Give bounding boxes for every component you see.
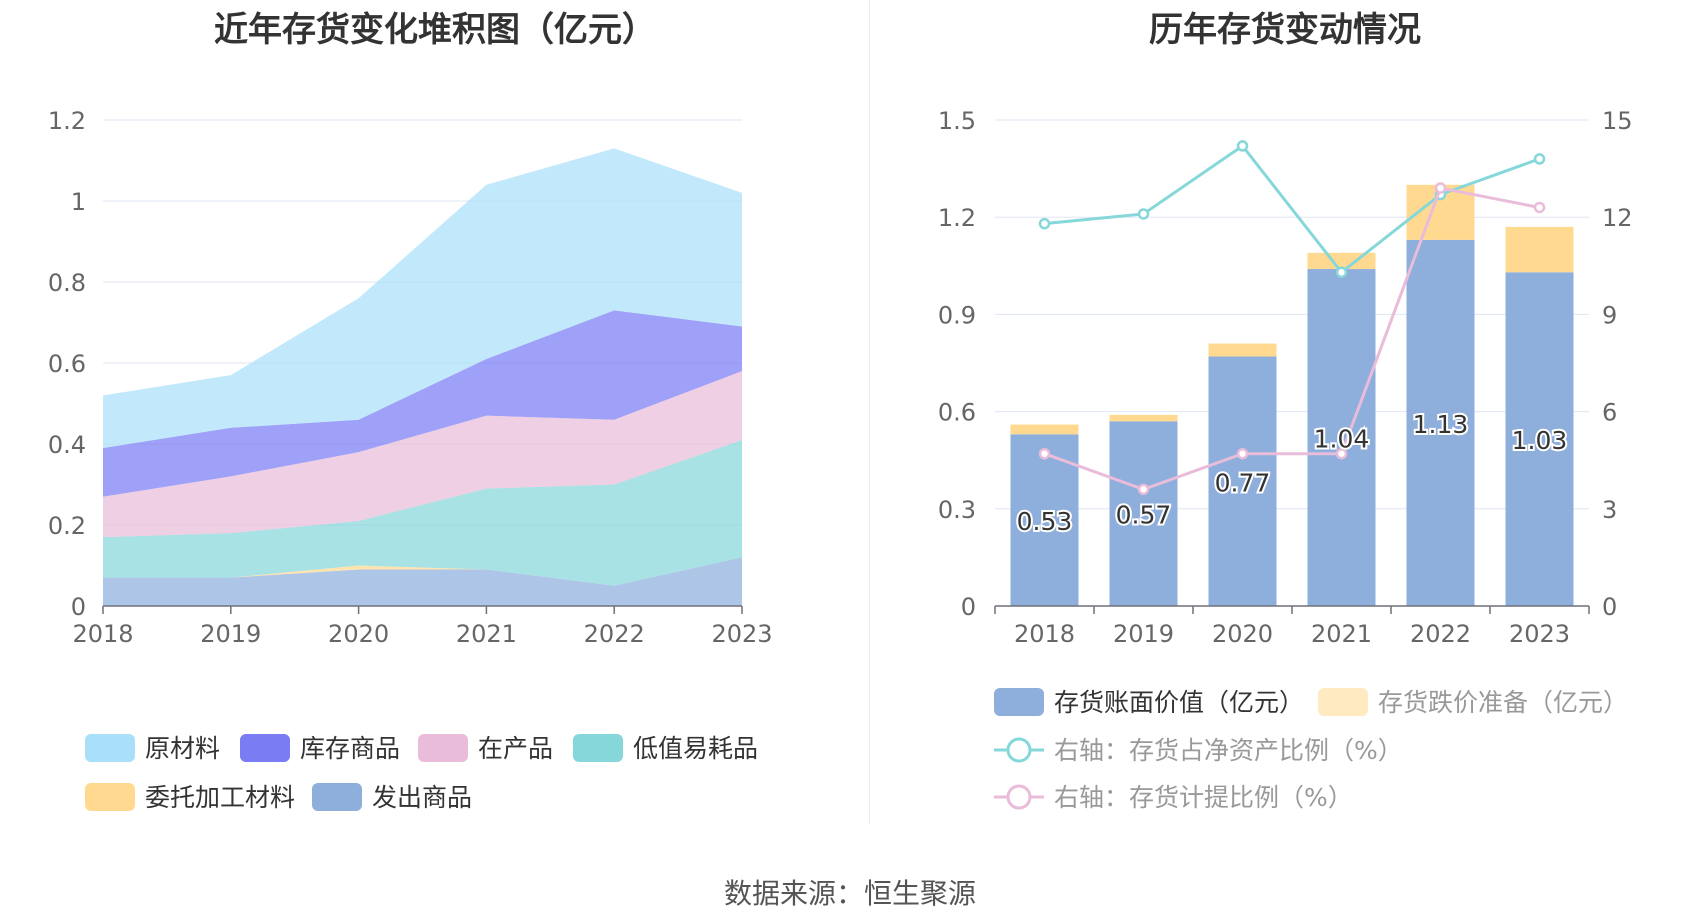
area-在产品 xyxy=(103,371,742,538)
y-tick-label: 0.2 xyxy=(48,512,86,540)
legend-label: 原材料 xyxy=(145,734,220,763)
bar-impairment xyxy=(1109,414,1178,422)
legend-label: 存货跌价准备（亿元） xyxy=(1378,688,1628,717)
x-tick-label: 2018 xyxy=(1014,620,1075,648)
area-库存商品 xyxy=(103,310,742,497)
y-tick-label: 1.5 xyxy=(938,107,976,135)
line-point xyxy=(1137,483,1150,496)
bar-book-value xyxy=(1406,239,1475,606)
x-tick-label: 2021 xyxy=(1311,620,1372,648)
y-tick-label: 0 xyxy=(71,593,86,621)
bar-data-label: 0.53 xyxy=(1017,507,1073,536)
y2-tick-label: 12 xyxy=(1602,204,1633,232)
y-tick-label: 0.8 xyxy=(48,269,86,297)
bar-data-label: 1.04 xyxy=(1314,425,1370,454)
legend-swatch xyxy=(1318,688,1368,716)
legend-label: 发出商品 xyxy=(372,783,472,812)
legend-swatch xyxy=(573,734,623,762)
bar-data-label: 1.03 xyxy=(1512,426,1568,455)
bar-book-value xyxy=(1208,356,1277,606)
y-tick-label: 0.4 xyxy=(48,431,86,459)
right-chart-title: 历年存货变动情况 xyxy=(1149,10,1421,50)
line-point xyxy=(1335,447,1348,460)
legend-label: 右轴：存货计提比例（%） xyxy=(1054,783,1353,812)
panel-divider xyxy=(869,0,870,825)
line-point xyxy=(1038,217,1051,230)
inventory-bar-line-chart: 0.53 0.57 0.77 1.04 1.13 1.03 0 0.3 0.6 0.9 1.2 1.… xyxy=(938,107,1633,812)
left-chart-title: 近年存货变化堆积图（亿元） xyxy=(214,10,656,50)
legend-swatch xyxy=(240,734,290,762)
legend-marker xyxy=(1006,784,1032,810)
line-point xyxy=(1533,201,1546,214)
line-point xyxy=(1137,208,1150,220)
area-发出商品 xyxy=(103,557,742,606)
legend-label: 右轴：存货占净资产比例（%） xyxy=(1054,736,1403,765)
y2-tick-label: 9 xyxy=(1602,301,1617,329)
legend-label: 在产品 xyxy=(478,734,553,763)
x-tick-label: 2019 xyxy=(1113,620,1174,648)
bar-book-value xyxy=(1109,421,1178,606)
y-tick-label: 1.2 xyxy=(48,107,86,135)
line-point xyxy=(1038,447,1051,460)
line-point xyxy=(1434,182,1447,194)
x-tick-label: 2018 xyxy=(72,620,133,648)
x-tick-label: 2023 xyxy=(711,620,772,648)
x-tick-label: 2019 xyxy=(200,620,261,648)
bar-data-label: 1.13 xyxy=(1413,410,1469,439)
bar-data-label: 0.57 xyxy=(1116,501,1172,530)
bar-impairment xyxy=(1010,424,1079,435)
y-tick-label: 0.6 xyxy=(48,350,86,378)
y2-tick-label: 3 xyxy=(1602,496,1617,524)
data-source: 数据来源：恒生聚源 xyxy=(723,877,976,910)
legend-label: 委托加工材料 xyxy=(145,783,295,812)
y2-tick-label: 0 xyxy=(1602,593,1617,621)
area-原材料 xyxy=(103,148,742,449)
x-tick-label: 2023 xyxy=(1509,620,1570,648)
bar-impairment xyxy=(1307,252,1376,270)
y-tick-label: 1.2 xyxy=(938,204,976,232)
bar-book-value xyxy=(1505,272,1574,606)
x-tick-label: 2022 xyxy=(584,620,645,648)
bar-impairment xyxy=(1505,226,1574,273)
bar-impairment xyxy=(1208,343,1277,357)
line-point xyxy=(1236,140,1249,152)
area-低值易耗品 xyxy=(103,439,742,586)
legend-label: 存货账面价值（亿元） xyxy=(1054,688,1304,717)
line-point xyxy=(1236,447,1249,460)
legend-marker xyxy=(1006,737,1032,763)
line-右轴：存货占净资产比例（%） xyxy=(1044,143,1541,275)
y-tick-label: 0.9 xyxy=(938,301,976,329)
x-tick-label: 2021 xyxy=(456,620,517,648)
legend-swatch xyxy=(418,734,468,762)
y-tick-label: 0.6 xyxy=(938,399,976,427)
legend-swatch xyxy=(85,734,135,762)
legend-label: 低值易耗品 xyxy=(633,734,758,763)
y2-tick-label: 6 xyxy=(1602,399,1617,427)
x-tick-label: 2020 xyxy=(1212,620,1273,648)
y2-tick-label: 15 xyxy=(1602,107,1633,135)
line-右轴：存货计提比例（%） xyxy=(1043,186,1540,491)
legend-label: 库存商品 xyxy=(300,734,400,763)
line-point xyxy=(1335,266,1348,279)
y-tick-label: 0.3 xyxy=(938,496,976,524)
y-tick-label: 1 xyxy=(71,188,86,216)
legend-swatch xyxy=(85,783,135,811)
bar-data-label: 0.77 xyxy=(1215,468,1271,497)
x-tick-label: 2022 xyxy=(1410,620,1471,648)
legend-swatch xyxy=(994,688,1044,716)
legend-swatch xyxy=(312,783,362,811)
bar-book-value xyxy=(1307,269,1376,606)
stacked-area-chart: 0 0.2 0.4 0.6 0.8 1 1.2 2018 2019 2020 2021 2022 202… xyxy=(48,107,773,812)
y-tick-label: 0 xyxy=(961,593,976,621)
line-point xyxy=(1533,153,1546,165)
x-tick-label: 2020 xyxy=(328,620,389,648)
